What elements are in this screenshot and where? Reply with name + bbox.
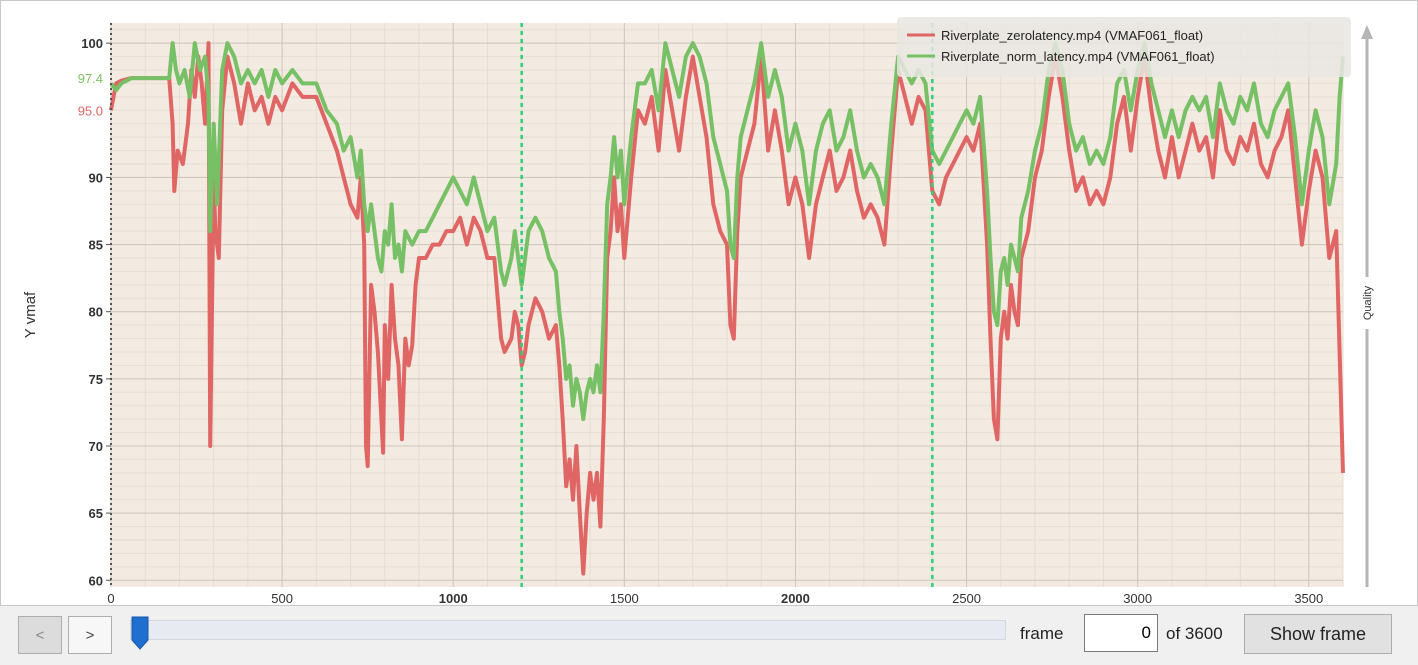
next-frame-button[interactable]: > (68, 616, 112, 654)
y-axis-label: Y vmaf (22, 291, 39, 338)
y-tick-label: 100 (81, 36, 103, 51)
quality-axis-label: Quality (1362, 285, 1374, 320)
y-marker-label: 95.0 (78, 103, 103, 118)
quality-label-bg (1359, 277, 1375, 329)
legend-entry: Riverplate_zerolatency.mp4 (VMAF061_floa… (941, 28, 1203, 43)
series-line-norm-latency (109, 41, 1345, 422)
frame-slider-track[interactable] (130, 620, 1006, 640)
frame-label: frame (1020, 624, 1064, 643)
series-line-zerolatency (109, 41, 1345, 576)
y-tick-label: 75 (89, 372, 103, 387)
x-tick-label: 500 (271, 591, 293, 606)
y-marker-label: 97.4 (78, 71, 103, 86)
x-tick-label: 2000 (781, 591, 810, 606)
vmaf-chart: 60 65 70 75 80 85 90 100 97.4 95.0 0 500 1000 1500 200… (22, 17, 1375, 606)
previous-frame-button[interactable]: < (18, 616, 62, 654)
y-tick-label: 60 (89, 573, 103, 588)
legend-box (897, 17, 1351, 77)
y-tick-label: 80 (89, 305, 103, 320)
y-tick-label: 70 (89, 439, 103, 454)
legend-entry: Riverplate_norm_latency.mp4 (VMAF061_flo… (941, 49, 1215, 64)
y-tick-label: 85 (89, 238, 103, 253)
frame-total-label: of 3600 (1166, 624, 1223, 643)
x-tick-label: 0 (107, 591, 114, 606)
y-tick-label: 65 (89, 506, 103, 521)
y-tick-label: 90 (89, 170, 103, 185)
frame-slider-thumb[interactable] (131, 616, 149, 650)
show-frame-button[interactable]: Show frame (1244, 614, 1392, 654)
x-tick-label: 1000 (439, 591, 468, 606)
chart-panel: 60 65 70 75 80 85 90 100 97.4 95.0 0 500 1000 1500 200… (0, 0, 1418, 606)
x-tick-label: 3000 (1123, 591, 1152, 606)
frame-navigation-bar: < > frame of 3600 Show frame (0, 606, 1418, 665)
quality-axis-arrow-icon (1361, 25, 1373, 39)
x-tick-label: 1500 (610, 591, 639, 606)
x-tick-label: 2500 (952, 591, 981, 606)
frame-number-input[interactable] (1084, 614, 1158, 652)
x-tick-label: 3500 (1294, 591, 1323, 606)
